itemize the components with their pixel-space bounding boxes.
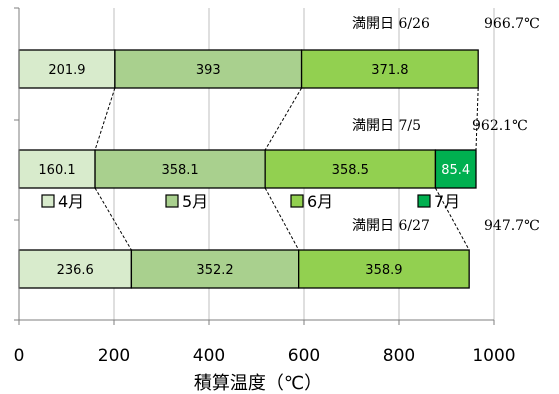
x-tick-label: 600: [288, 346, 320, 366]
connector-lines: [94, 87, 479, 251]
legend-label: 6月: [307, 192, 333, 211]
bar-segment-label: 85.4: [441, 163, 470, 178]
bloom-date-annotation: 満開日 7/5 962.1℃: [352, 118, 528, 134]
bloom-date-label: 満開日 6/26: [352, 16, 430, 32]
legend-item: 7月: [417, 192, 460, 211]
bloom-date-annotation: 満開日 6/26 966.7℃: [352, 16, 540, 32]
x-tick-label: 200: [98, 346, 130, 366]
total-temperature-label: 962.1℃: [472, 118, 528, 134]
stacked-bar: 236.6 352.2 358.9: [18, 249, 470, 289]
bar-segment-label: 160.1: [38, 163, 75, 178]
bar-segment: [434, 149, 477, 189]
bar-segment-label: 358.9: [365, 263, 402, 278]
x-axis-label: 積算温度（℃）: [194, 373, 322, 394]
stacked-bars: 201.9 393 371.8 160.1 358.1 358.5 85.4 236.6 352…: [18, 49, 479, 289]
x-tick-label: 1000: [472, 346, 515, 366]
x-tick-label: 800: [383, 346, 415, 366]
bloom-annotations: 満開日 6/26 966.7℃ 満開日 7/5 962.1℃ 満開日 6/27 947.7…: [352, 16, 540, 234]
bloom-date-label: 満開日 7/5: [352, 118, 421, 134]
bar-segment: [18, 149, 96, 189]
legend-swatch: [417, 194, 431, 208]
legend-swatch: [165, 194, 179, 208]
connector-line: [94, 87, 116, 151]
x-axis: 0 200 400 600 800 1000: [14, 7, 516, 366]
bloom-date-label: 満開日 6/27: [352, 218, 430, 234]
legend-swatch: [41, 194, 55, 208]
stacked-bar: 160.1 358.1 358.5 85.4: [18, 149, 477, 189]
connector-line: [475, 87, 479, 151]
legend-item: 4月: [41, 192, 84, 211]
legend-label: 5月: [182, 192, 208, 211]
legend-label: 4月: [58, 192, 84, 211]
x-tick-label: 0: [14, 346, 25, 366]
legend-item: 5月: [165, 192, 208, 211]
legend-item: 6月: [290, 192, 333, 211]
bar-segment-label: 393: [196, 63, 221, 78]
total-temperature-label: 966.7℃: [484, 16, 540, 32]
bar-segment: [300, 49, 479, 89]
connector-line: [94, 187, 132, 251]
total-temperature-label: 947.7℃: [484, 218, 540, 234]
bar-segment-label: 358.1: [161, 163, 198, 178]
legend-label: 7月: [434, 192, 460, 211]
bar-segment-label: 236.6: [57, 263, 94, 278]
connector-line: [264, 187, 300, 251]
bar-segment-label: 201.9: [48, 63, 85, 78]
x-tick-label: 400: [193, 346, 225, 366]
bar-segment-label: 358.5: [332, 163, 369, 178]
legend-swatch: [290, 194, 304, 208]
legend: 4月 5月 6月 7月: [41, 192, 460, 211]
bar-segment: [18, 249, 133, 289]
connector-line: [264, 87, 303, 151]
bar-segment-label: 352.2: [196, 263, 233, 278]
bar-segment: [264, 149, 437, 189]
bloom-date-annotation: 満開日 6/27 947.7℃: [352, 218, 540, 234]
connector-line: [434, 187, 470, 251]
bar-segment: [298, 249, 470, 289]
bar-segment-label: 371.8: [371, 63, 408, 78]
stacked-bar: 201.9 393 371.8: [18, 49, 479, 89]
bar-segment: [114, 49, 303, 89]
